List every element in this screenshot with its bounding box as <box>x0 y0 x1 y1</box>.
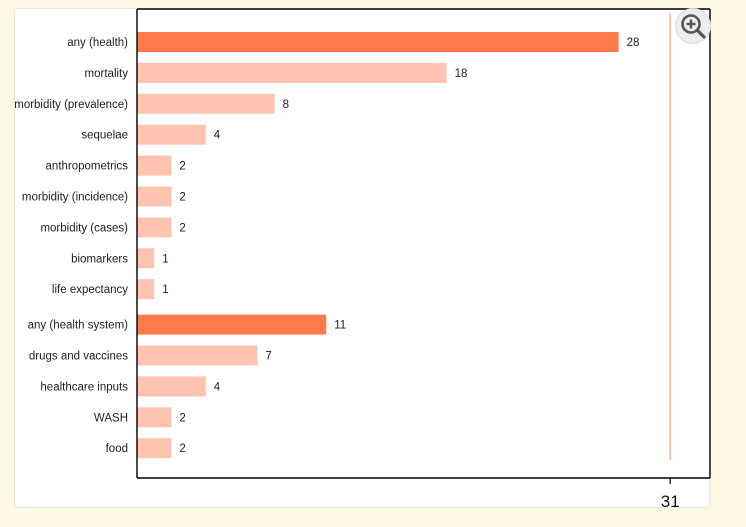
value-label: 28 <box>627 37 640 49</box>
value-label: 1 <box>162 253 168 265</box>
category-label: any (health system) <box>28 320 129 332</box>
value-label: 2 <box>179 412 185 424</box>
bar-any-health-system-[interactable] <box>137 314 327 335</box>
category-label: healthcare inputs <box>40 381 128 393</box>
bar-biomarkers[interactable] <box>137 248 155 269</box>
bar-mortality[interactable] <box>137 62 447 83</box>
category-label: WASH <box>94 412 128 424</box>
category-label: food <box>106 443 128 455</box>
category-label: sequelae <box>81 130 128 142</box>
bar-any-health-[interactable] <box>137 32 619 52</box>
value-label: 7 <box>265 351 271 363</box>
value-label: 1 <box>162 284 168 296</box>
category-label: morbidity (incidence) <box>22 192 128 204</box>
category-label: anthropometrics <box>46 161 129 173</box>
value-label: 18 <box>455 68 468 80</box>
category-label: mortality <box>85 68 129 80</box>
value-label: 2 <box>179 222 185 234</box>
value-label: 4 <box>214 130 221 142</box>
value-label: 11 <box>334 320 346 332</box>
chart-card <box>14 8 710 508</box>
category-label: biomarkers <box>71 253 128 265</box>
category-labels: any (health) mortality morbidity (prevalen… <box>14 37 128 455</box>
bar-sequelae[interactable] <box>137 124 206 145</box>
bar-healthcare-inputs[interactable] <box>137 376 206 397</box>
bar-anthropometrics[interactable] <box>137 155 172 176</box>
category-label: drugs and vaccines <box>29 351 128 363</box>
bar-morbidity-incidence-[interactable] <box>137 186 172 207</box>
category-label: life expectancy <box>52 284 128 296</box>
bar-morbidity-cases-[interactable] <box>137 217 172 238</box>
bars-layer <box>137 32 619 459</box>
bar-drugs-and-vaccines[interactable] <box>137 345 258 366</box>
plot-frame: 31 <box>136 8 711 511</box>
x-tick-label: 31 <box>661 492 680 511</box>
value-label: 8 <box>283 99 289 111</box>
value-label: 2 <box>179 161 185 173</box>
bar-morbidity-prevalence-[interactable] <box>137 93 275 114</box>
value-label: 2 <box>179 192 185 204</box>
zoom-in-icon <box>681 14 706 39</box>
bar-wash[interactable] <box>137 407 172 428</box>
category-label: morbidity (cases) <box>40 222 128 234</box>
category-label: morbidity (prevalence) <box>14 99 128 111</box>
value-label: 4 <box>214 381 221 393</box>
value-label: 2 <box>179 443 185 455</box>
bar-life-expectancy[interactable] <box>137 279 155 300</box>
category-label: any (health) <box>67 37 128 49</box>
bar-food[interactable] <box>137 438 172 459</box>
zoom-button[interactable] <box>675 8 711 44</box>
